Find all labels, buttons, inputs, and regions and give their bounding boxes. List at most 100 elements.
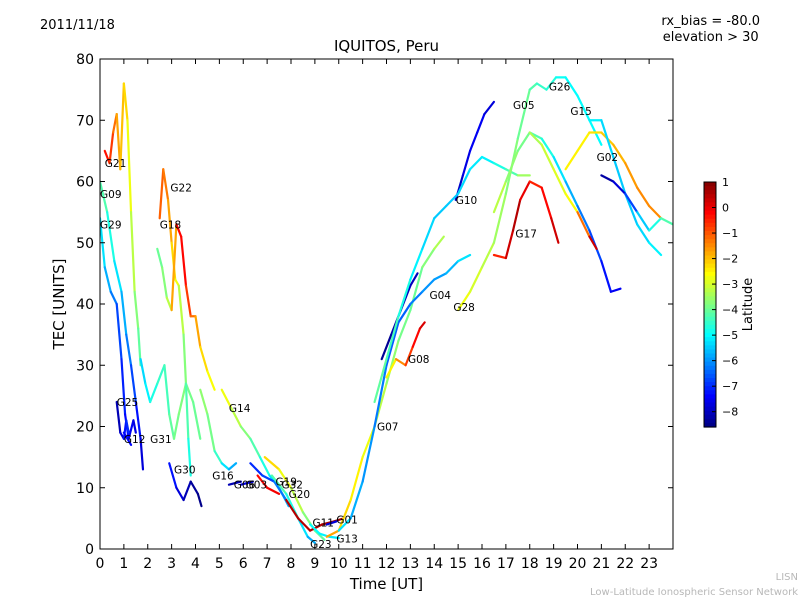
trace-g17 xyxy=(492,180,560,260)
trace-segment xyxy=(397,278,412,318)
trace-segment xyxy=(492,192,507,244)
trace-segment xyxy=(100,180,109,214)
trace-segment xyxy=(588,235,598,250)
trace-segment xyxy=(528,82,539,91)
satellite-traces xyxy=(100,76,673,544)
y-tick-label: 30 xyxy=(76,358,94,374)
trace-segment xyxy=(418,321,426,330)
trace-segment xyxy=(385,321,400,367)
x-tick-label: 18 xyxy=(521,556,539,572)
trace-segment xyxy=(289,486,305,514)
colorbar-band xyxy=(704,365,716,371)
trace-segment xyxy=(612,143,627,165)
trace-segment xyxy=(270,474,288,495)
trace-segment xyxy=(516,88,531,140)
satellite-label: G15 xyxy=(570,106,592,118)
x-tick-label: 11 xyxy=(354,556,372,572)
trace-segment xyxy=(409,290,424,306)
trace-segment xyxy=(263,456,281,471)
colorbar-band xyxy=(704,222,716,228)
trace-segment xyxy=(648,204,663,220)
trace-segment xyxy=(576,204,591,232)
satellite-label: G30 xyxy=(174,464,196,476)
trace-segment xyxy=(182,480,192,502)
y-tick-label: 10 xyxy=(76,481,94,497)
trace-segment xyxy=(468,131,479,152)
trace-segment xyxy=(516,131,531,152)
trace-g18 xyxy=(156,223,216,391)
trace-g03 xyxy=(239,480,254,486)
trace-segment xyxy=(113,260,123,293)
trace-segment xyxy=(433,235,445,250)
colorbar-band xyxy=(704,394,716,400)
trace-segment xyxy=(162,168,170,201)
colorbar-band xyxy=(704,190,716,195)
trace-segment xyxy=(612,155,627,195)
trace-segment xyxy=(306,535,316,544)
trace-g24 xyxy=(564,131,663,220)
trace-g16 xyxy=(199,388,238,471)
colorbar-band xyxy=(704,333,716,338)
colorbar-tick-label: 1 xyxy=(722,176,729,189)
trace-segment xyxy=(624,162,639,189)
colorbar-tick-label: −2 xyxy=(722,253,738,266)
trace-segment xyxy=(158,168,165,220)
trace-segment xyxy=(163,364,171,416)
trace-segment xyxy=(297,517,312,532)
colorbar-band xyxy=(704,292,716,297)
trace-segment xyxy=(122,82,129,122)
trace-segment xyxy=(564,76,579,97)
trace-segment xyxy=(249,462,264,477)
trace-g01 xyxy=(325,520,338,526)
colorbar-band xyxy=(704,255,716,261)
trace-segment xyxy=(636,211,651,232)
colorbar-band xyxy=(704,386,716,391)
satellite-label: G16 xyxy=(212,471,234,483)
satellite-label: G04 xyxy=(429,290,451,302)
colorbar-band xyxy=(704,308,716,314)
colorbar-band xyxy=(704,361,716,367)
x-axis-label: Time [UT] xyxy=(349,575,423,593)
y-axis-label: TEC [UNITS] xyxy=(50,259,68,351)
x-tick-label: 19 xyxy=(545,556,563,572)
y-tick-label: 70 xyxy=(76,113,94,129)
trace-segment xyxy=(192,400,202,440)
trace-segment xyxy=(168,413,176,440)
trace-segment xyxy=(397,302,412,324)
trace-segment xyxy=(139,437,145,471)
trace-segment xyxy=(457,253,472,263)
colorbar-band xyxy=(704,382,716,387)
satellite-label: G13 xyxy=(336,534,358,546)
colorbar-band xyxy=(704,202,716,208)
trace-segment xyxy=(564,149,579,171)
trace-segment xyxy=(258,456,271,477)
trace-segment xyxy=(540,137,555,159)
satellite-label: G06 xyxy=(234,480,256,492)
trace-segment xyxy=(177,284,185,336)
trace-segment xyxy=(220,388,233,410)
x-tick-label: 7 xyxy=(263,556,272,572)
trace-segment xyxy=(249,437,262,459)
trace-segment xyxy=(445,192,460,208)
colorbar-band xyxy=(704,251,716,257)
trace-segment xyxy=(504,168,519,177)
colorbar-tick-label: 0 xyxy=(722,202,729,215)
colorbar-band xyxy=(704,324,716,330)
satellite-label: G07 xyxy=(377,422,399,434)
footer: LISN Low-Latitude Ionospheric Sensor Net… xyxy=(590,570,800,600)
colorbar-band xyxy=(704,422,716,428)
colorbar-band xyxy=(704,231,716,236)
trace-segment xyxy=(266,486,281,495)
trace-segment xyxy=(624,192,639,214)
trace-g31 xyxy=(139,358,202,440)
trace-segment xyxy=(170,223,178,312)
satellite-label: G10 xyxy=(456,195,478,207)
satellite-label: G12 xyxy=(124,434,146,446)
trace-segment xyxy=(545,76,558,91)
trace-segment xyxy=(108,131,115,165)
trace-segment xyxy=(256,474,269,489)
trace-segment xyxy=(115,400,122,434)
trace-segment xyxy=(156,364,166,385)
colorbar-band xyxy=(704,206,716,212)
trace-segment xyxy=(175,223,183,238)
